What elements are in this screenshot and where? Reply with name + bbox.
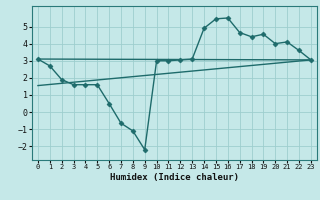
X-axis label: Humidex (Indice chaleur): Humidex (Indice chaleur) [110,173,239,182]
